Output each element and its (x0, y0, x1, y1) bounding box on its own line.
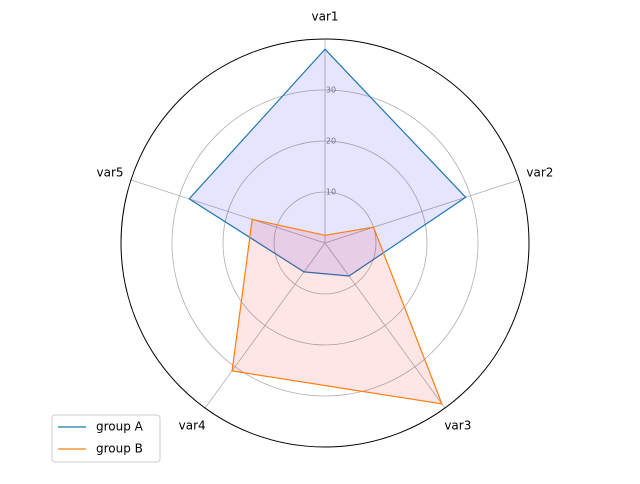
series-area (189, 49, 466, 277)
category-label: var3 (444, 418, 471, 432)
spoke (204, 242, 326, 409)
category-label: var5 (97, 166, 124, 180)
series-line (188, 48, 467, 277)
category-label: var4 (179, 418, 206, 432)
category-label: var1 (311, 10, 338, 24)
series-area (232, 219, 442, 404)
y-tick-label: 10 (326, 188, 336, 197)
legend: group A group B (51, 414, 161, 463)
category-label: var2 (526, 166, 553, 180)
spoke (130, 179, 326, 244)
y-tick-label: 20 (326, 137, 336, 146)
y-tick-label: 30 (326, 86, 336, 95)
spoke (324, 242, 446, 409)
frame (120, 38, 530, 448)
spoke (324, 179, 520, 244)
legend-label: group B (96, 442, 143, 456)
legend-label: group A (96, 420, 144, 434)
series-line (231, 218, 443, 405)
